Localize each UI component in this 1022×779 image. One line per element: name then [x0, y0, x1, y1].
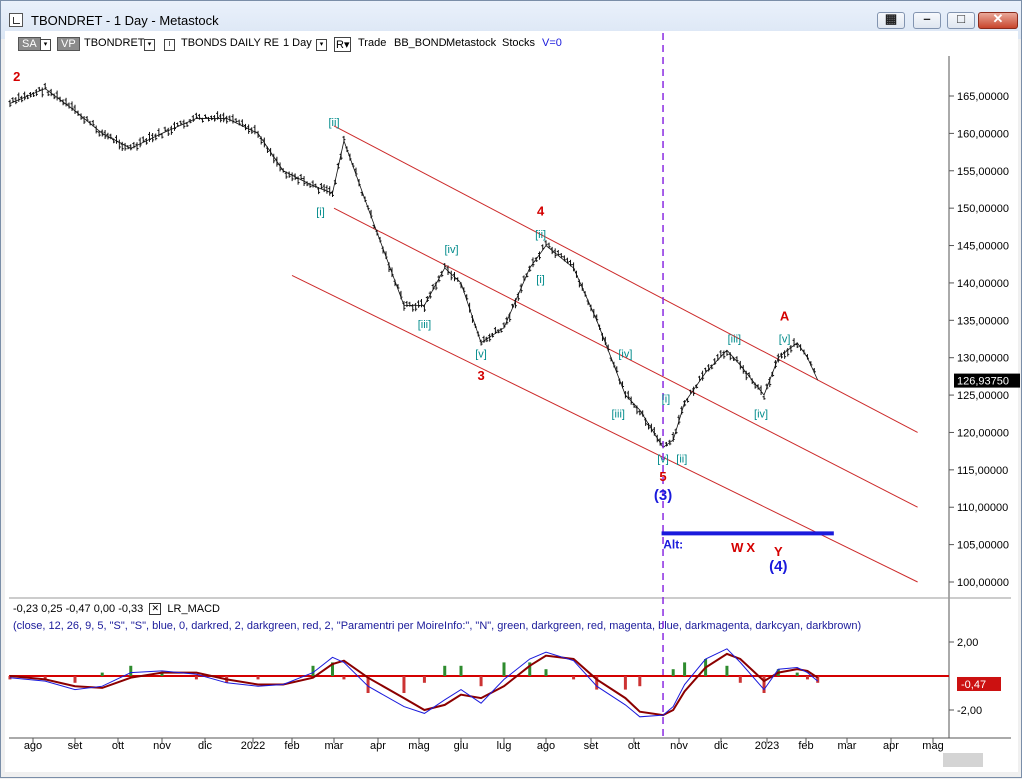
sa-button[interactable]: SA — [18, 37, 41, 51]
indicator-values: -0,23 0,25 -0,47 0,00 -0,33 — [13, 603, 144, 615]
set2-label: Metastock — [446, 37, 497, 49]
horizontal-scrollbar[interactable] — [943, 753, 983, 767]
security-menu-icon[interactable]: I — [164, 39, 175, 51]
minimize-icon: – — [923, 11, 931, 26]
r-button[interactable]: R▾ — [334, 37, 352, 52]
period-dropdown-icon[interactable]: ▾ — [316, 39, 327, 51]
close-icon: ✕ — [992, 11, 1004, 26]
window-title: TBONDRET - 1 Day - Metastock — [31, 13, 219, 28]
minimize-button[interactable]: – — [913, 11, 941, 29]
symbol-dropdown-icon[interactable]: ▾ — [144, 39, 155, 51]
period-label: 1 Day — [283, 37, 312, 49]
symbol-label: TBONDRET — [84, 37, 145, 49]
vp-button[interactable]: VP — [57, 37, 80, 51]
indicator-close-icon[interactable]: ✕ — [149, 603, 162, 616]
maximize-icon: □ — [957, 11, 965, 26]
indicator-params: (close, 12, 26, 9, 5, "S", "S", blue, 0,… — [13, 620, 862, 632]
security-label: TBONDS DAILY RE — [181, 37, 280, 49]
set1-label: BB_BOND — [394, 37, 447, 49]
indicator-header: -0,23 0,25 -0,47 0,00 -0,33 ✕ LR_MACD — [13, 603, 220, 616]
indicator-name: LR_MACD — [167, 603, 220, 615]
close-button[interactable]: ✕ — [978, 11, 1018, 29]
grid-icon: ▦ — [884, 11, 898, 26]
r-label: R — [336, 39, 344, 51]
mode-label: Trade — [358, 37, 387, 49]
set3-label: Stocks — [502, 37, 536, 49]
version-label: V=0 — [542, 37, 562, 49]
maximize-button[interactable]: □ — [947, 11, 975, 29]
chart-options-button[interactable]: ▦ — [877, 11, 905, 29]
chart-area[interactable] — [5, 31, 1018, 772]
chart-window-icon — [9, 13, 23, 27]
sa-dropdown-icon[interactable]: ▾ — [40, 39, 51, 51]
